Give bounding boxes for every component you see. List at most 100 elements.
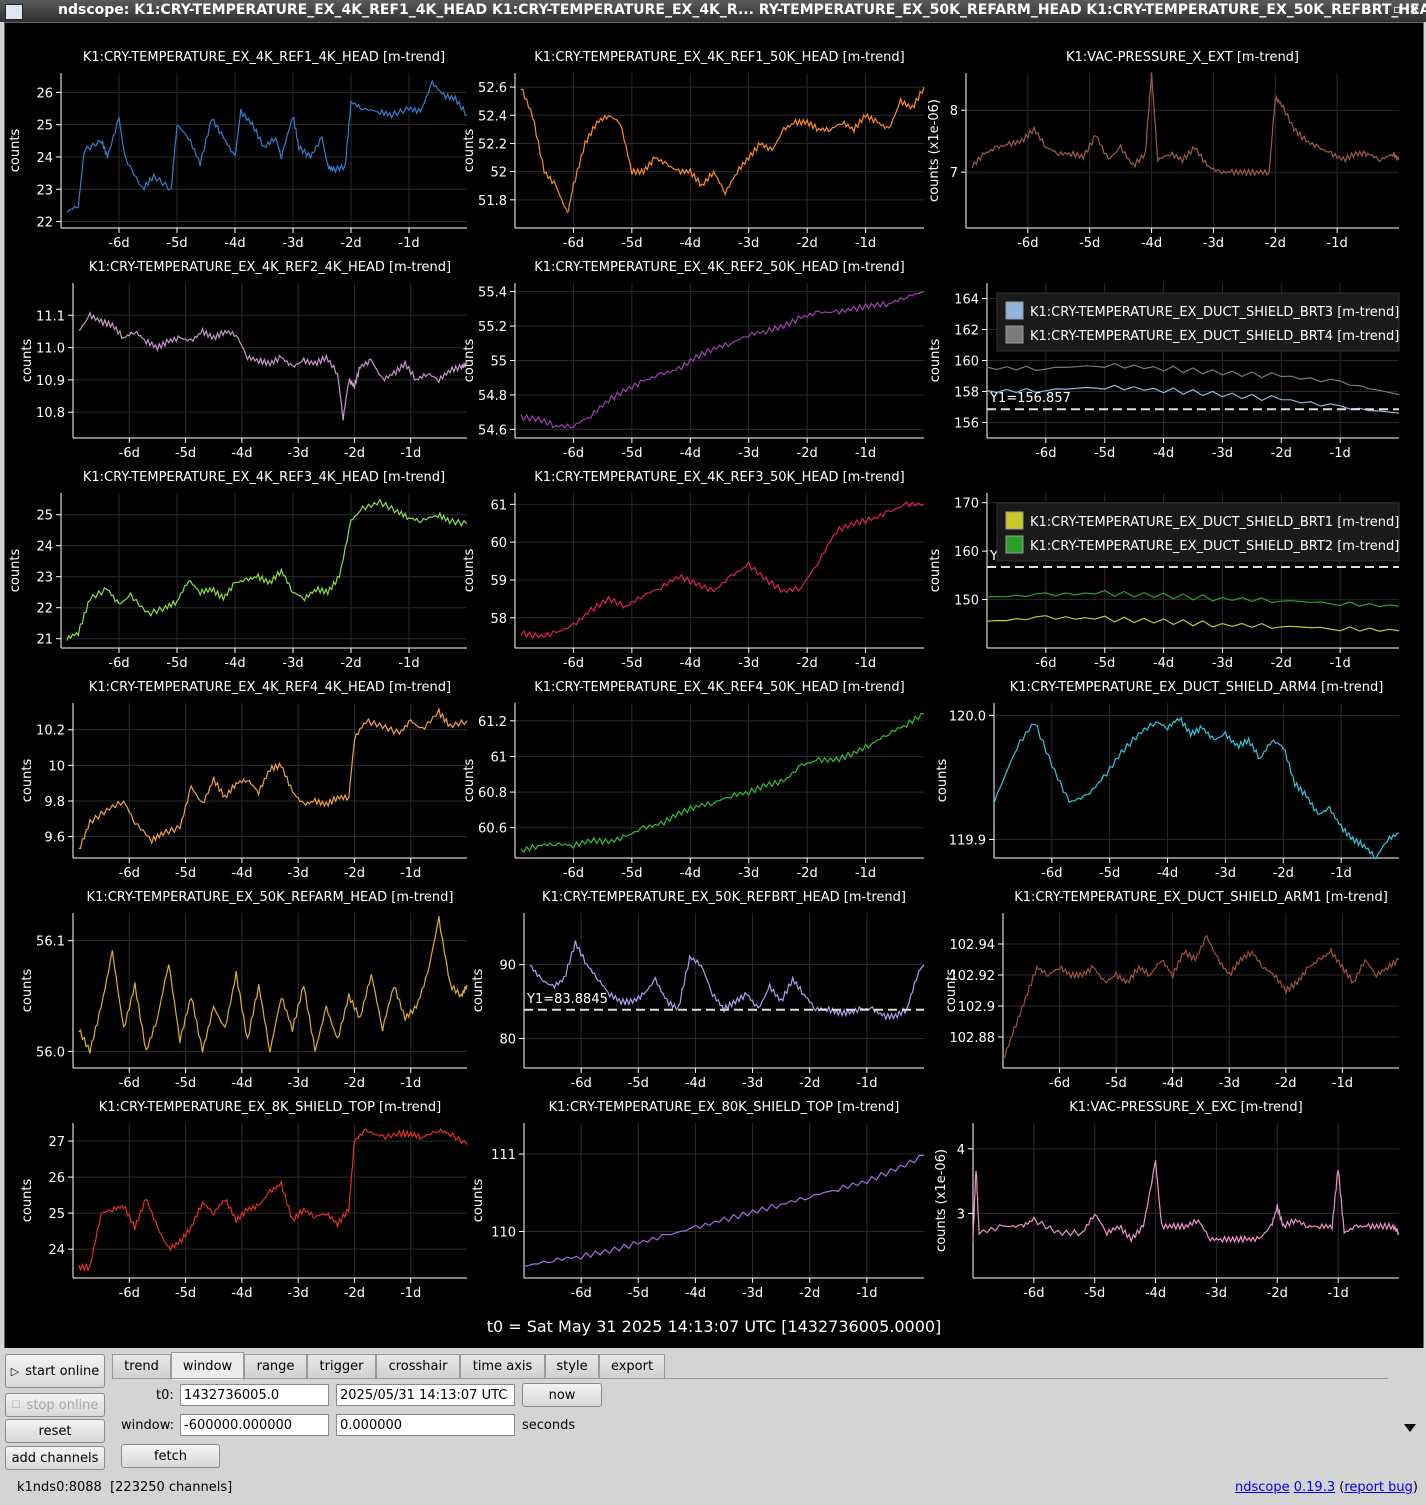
- plot-5[interactable]: -6d -5d -4d -3d -2d -1d 55.4 55.2 55 54.8 54.6 coun…: [5, 23, 1423, 1348]
- x-tick-label: -6d: [1023, 1286, 1044, 1301]
- plot-title: K1:CRY-TEMPERATURE_EX_4K_REF3_4K_HEAD [m…: [83, 470, 445, 485]
- series-line: [972, 1160, 1400, 1244]
- stop-online-button[interactable]: ☐ stop online: [5, 1393, 105, 1417]
- plot-9[interactable]: -6d -5d -4d -3d -2d -1d 170 160 150 counts Y1=156.…: [5, 23, 1423, 1348]
- y-tick-label: 10: [48, 759, 65, 774]
- tab-style[interactable]: style: [545, 1354, 599, 1378]
- tab-crosshair[interactable]: crosshair: [376, 1354, 460, 1378]
- x-tick-label: -4d: [224, 236, 245, 251]
- tab-time-axis[interactable]: time axis: [460, 1354, 545, 1378]
- legend-box: [996, 292, 1400, 352]
- tab-trigger[interactable]: trigger: [307, 1354, 376, 1378]
- x-tick-label: -2d: [799, 1286, 820, 1301]
- x-tick-label: -3d: [738, 866, 759, 881]
- plot-3[interactable]: -6d -5d -4d -3d -2d -1d 8 7 counts (x1e-06) K1:VA…: [5, 23, 1423, 1348]
- y-tick-label: 26: [48, 1171, 65, 1186]
- version-info: ndscope 0.19.3 (report bug): [1234, 1480, 1418, 1495]
- ndscope-link[interactable]: ndscope: [1234, 1480, 1290, 1495]
- window-start-field[interactable]: -600000.000000: [180, 1414, 329, 1436]
- x-tick-label: -4d: [680, 236, 701, 251]
- y-tick-label: 102.9: [958, 1000, 995, 1015]
- y-tick-label: 156: [954, 417, 979, 432]
- y-tick-label: 102.92: [950, 969, 996, 984]
- window-end-field[interactable]: 0.000000: [336, 1414, 515, 1436]
- now-button[interactable]: now: [522, 1383, 602, 1407]
- y-tick-label: 52.2: [478, 137, 507, 152]
- plot-17[interactable]: -6d -5d -4d -3d -2d -1d 111 110 counts K1:CRY-TEM…: [5, 23, 1423, 1348]
- y-tick-label: 25: [36, 119, 53, 134]
- x-tick-label: -5d: [621, 866, 642, 881]
- plot-4[interactable]: -6d -5d -4d -3d -2d -1d 11.1 11.0 10.9 10.8 counts…: [5, 23, 1423, 1348]
- report-bug-link[interactable]: report bug: [1344, 1480, 1413, 1495]
- y-tick-label: 52.4: [478, 109, 507, 124]
- y-axis-label: counts: [935, 759, 950, 803]
- plot-1[interactable]: -6d -5d -4d -3d -2d -1d 26 25 24 23 22 counts K1:CRY…: [5, 23, 1423, 1348]
- x-tick-label: -6d: [1017, 236, 1038, 251]
- tab-export[interactable]: export: [599, 1354, 665, 1378]
- plot-title: K1:CRY-TEMPERATURE_EX_4K_REF1_50K_HEAD […: [534, 50, 905, 65]
- window-titlebar[interactable]: ndscope: K1:CRY-TEMPERATURE_EX_4K_REF1_4…: [0, 0, 1426, 22]
- x-tick-label: -2d: [1271, 656, 1292, 671]
- plot-2[interactable]: -6d -5d -4d -3d -2d -1d 52.6 52.4 52.2 52 51.8 coun…: [5, 23, 1423, 1348]
- x-tick-label: -6d: [563, 446, 584, 461]
- t0-utc-field[interactable]: 2025/05/31 14:13:07 UTC: [336, 1384, 515, 1406]
- y-tick-label: 61: [490, 750, 507, 765]
- legend-entry[interactable]: K1:CRY-TEMPERATURE_EX_DUCT_SHIELD_BRT2 […: [1030, 539, 1399, 554]
- legend-entry[interactable]: K1:CRY-TEMPERATURE_EX_DUCT_SHIELD_BRT4 […: [1030, 329, 1399, 344]
- minimize-button[interactable]: -: [1376, 2, 1381, 16]
- x-tick-label: -2d: [1271, 446, 1292, 461]
- plot-11[interactable]: -6d -5d -4d -3d -2d -1d 61.2 61 60.8 60.6 counts K1…: [5, 23, 1423, 1348]
- x-tick-label: -5d: [621, 446, 642, 461]
- x-tick-label: -5d: [1094, 446, 1115, 461]
- y-tick-label: 61: [490, 498, 507, 513]
- tab-window[interactable]: window: [171, 1352, 244, 1380]
- y-tick-label: 9.6: [44, 831, 65, 846]
- x-tick-label: -2d: [344, 1076, 365, 1091]
- x-tick-label: -4d: [1141, 236, 1162, 251]
- scroll-down-icon[interactable]: [1404, 1424, 1416, 1432]
- x-tick-label: -1d: [1328, 1286, 1349, 1301]
- plot-15[interactable]: -6d -5d -4d -3d -2d -1d 102.94 102.92 102.9 102.8…: [5, 23, 1423, 1348]
- y-tick-label: 24: [36, 540, 53, 555]
- y-tick-label: 111: [491, 1148, 516, 1163]
- plot-16[interactable]: -6d -5d -4d -3d -2d -1d 27 26 25 24 counts K1:CRY-T…: [5, 23, 1423, 1348]
- x-tick-label: -6d: [1035, 656, 1056, 671]
- plot-area[interactable]: -6d -5d -4d -3d -2d -1d 26 25 24 23 22 counts K1:CRY…: [4, 22, 1424, 1349]
- stop-icon: ☐: [11, 1399, 21, 1411]
- series-line: [520, 86, 925, 214]
- x-tick-label: -6d: [108, 656, 129, 671]
- plot-8[interactable]: -6d -5d -4d -3d -2d -1d 61 60 59 58 counts K1:CRY-T…: [5, 23, 1423, 1348]
- plot-6[interactable]: -6d -5d -4d -3d -2d -1d 164 162 160 158 156 counts Y…: [5, 23, 1423, 1348]
- legend-entry[interactable]: K1:CRY-TEMPERATURE_EX_DUCT_SHIELD_BRT3 […: [1030, 305, 1399, 320]
- close-button[interactable]: ×: [1409, 2, 1420, 16]
- x-tick-label: -1d: [855, 866, 876, 881]
- x-tick-label: -3d: [288, 446, 309, 461]
- maximize-button[interactable]: ▫: [1393, 2, 1402, 16]
- y-tick-label: 59: [490, 574, 507, 589]
- plot-13[interactable]: -6d -5d -4d -3d -2d -1d 56.1 56.0 counts K1:CRY-T…: [5, 23, 1423, 1348]
- plot-12[interactable]: -6d -5d -4d -3d -2d -1d 120.0 119.9 counts K1:CRY…: [5, 23, 1423, 1348]
- x-tick-label: -3d: [288, 1286, 309, 1301]
- series-line: [986, 384, 1400, 414]
- x-tick-label: -3d: [1203, 236, 1224, 251]
- fetch-button[interactable]: fetch: [121, 1444, 220, 1468]
- plot-title: K1:CRY-TEMPERATURE_EX_4K_REF4_4K_HEAD [m…: [89, 680, 451, 695]
- add-channels-button[interactable]: add channels: [5, 1446, 105, 1470]
- reset-button[interactable]: reset: [5, 1419, 105, 1443]
- version-link[interactable]: 0.19.3: [1293, 1480, 1336, 1495]
- tab-trend[interactable]: trend: [112, 1354, 171, 1378]
- series-line: [986, 615, 1400, 632]
- series-line: [66, 79, 468, 213]
- legend-entry[interactable]: K1:CRY-TEMPERATURE_EX_DUCT_SHIELD_BRT1 […: [1030, 515, 1399, 530]
- seconds-label: seconds: [522, 1418, 576, 1433]
- plot-10[interactable]: -6d -5d -4d -3d -2d -1d 10.2 10 9.8 9.6 counts K1:C…: [5, 23, 1423, 1348]
- y-tick-label: 120.0: [949, 709, 986, 724]
- tab-range[interactable]: range: [244, 1354, 307, 1378]
- x-tick-label: -1d: [400, 866, 421, 881]
- t0-gps-field[interactable]: 1432736005.0: [180, 1384, 329, 1406]
- plot-7[interactable]: -6d -5d -4d -3d -2d -1d 25 24 23 22 21 counts K1:CRY…: [5, 23, 1423, 1348]
- plot-14[interactable]: -6d -5d -4d -3d -2d -1d 90 80 counts K1:CRY-TEMPE…: [5, 23, 1423, 1348]
- start-online-button[interactable]: ▷ start online: [5, 1354, 105, 1388]
- x-tick-label: -2d: [799, 1076, 820, 1091]
- plot-18[interactable]: -6d -5d -4d -3d -2d -1d 4 3 counts (x1e-06) K1:VA…: [5, 23, 1423, 1348]
